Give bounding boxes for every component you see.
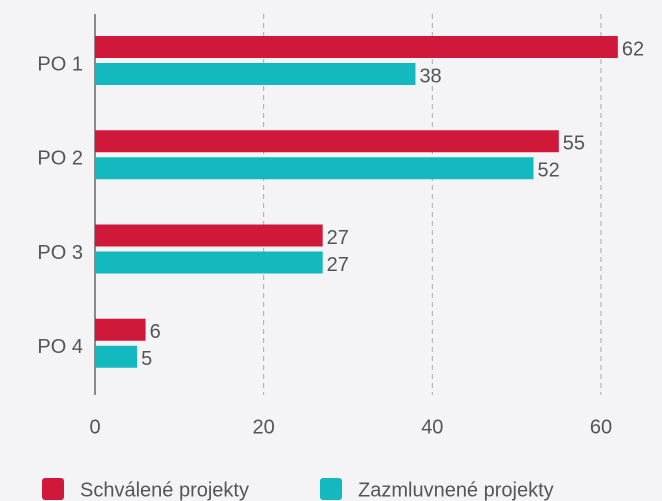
bar (95, 130, 559, 153)
value-label: 5 (141, 348, 152, 370)
legend-swatch (320, 478, 342, 500)
bar (95, 345, 138, 368)
y-tick-label: PO 2 (37, 148, 83, 170)
value-label: 38 (419, 65, 441, 87)
bar (95, 224, 323, 247)
y-tick-label: PO 4 (37, 336, 83, 358)
value-label: 62 (622, 38, 644, 60)
x-tick-label: 0 (89, 416, 100, 438)
legend-label: Schválené projekty (80, 479, 249, 501)
value-label: 6 (150, 321, 161, 343)
x-tick-label: 40 (421, 416, 443, 438)
x-tick-label: 20 (253, 416, 275, 438)
legend-swatch (42, 478, 64, 500)
y-tick-label: PO 1 (37, 53, 83, 75)
bar (95, 251, 323, 274)
value-label: 55 (563, 133, 585, 155)
x-tick-label: 60 (590, 416, 612, 438)
legend-label: Zazmluvnené projekty (358, 479, 554, 501)
value-label: 52 (538, 160, 560, 182)
value-label: 27 (327, 227, 349, 249)
bar (95, 63, 416, 85)
bar (95, 36, 618, 58)
value-label: 27 (327, 254, 349, 276)
bar (95, 157, 534, 180)
y-tick-label: PO 3 (37, 242, 83, 264)
bar (95, 318, 146, 341)
